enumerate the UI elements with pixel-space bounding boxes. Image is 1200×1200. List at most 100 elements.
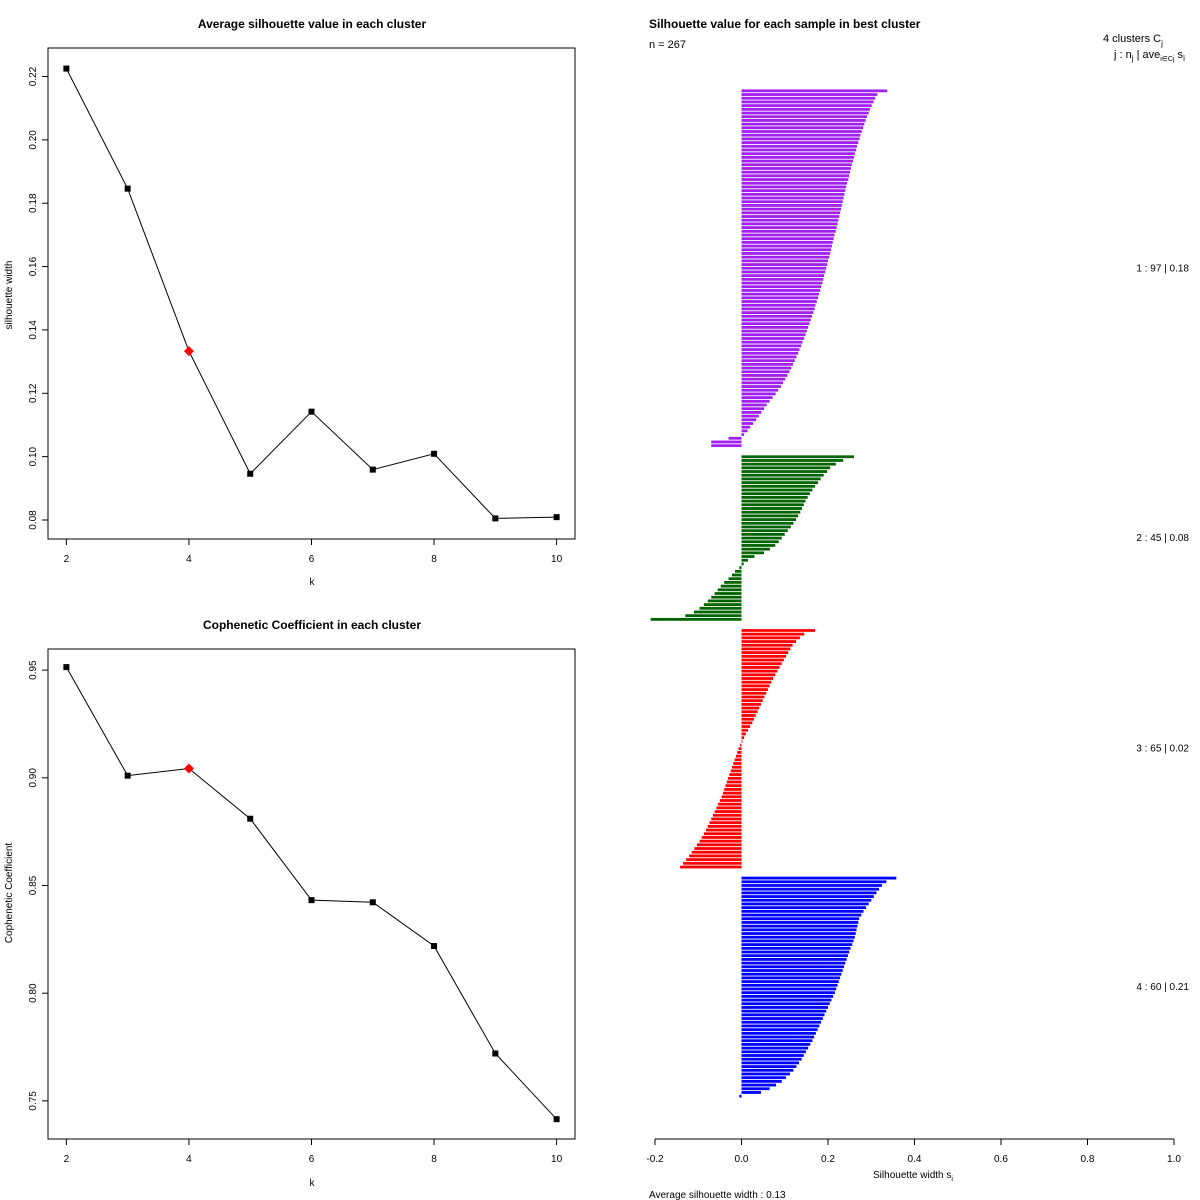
silhouette-bar bbox=[741, 688, 768, 691]
avg-silhouette-axes: 2 4 6 8 10 0.08 0.10 0.12 0.14 0.16 0.18 0.20 0.22 bbox=[28, 47, 576, 565]
silhouette-bar bbox=[741, 1028, 818, 1032]
cluster-label-1: 1 : 97 | 0.18 bbox=[1136, 263, 1189, 274]
silhouette-bar bbox=[741, 1039, 813, 1043]
silhouette-bar bbox=[741, 891, 877, 895]
silhouette-bar bbox=[741, 710, 758, 714]
silhouette-bar bbox=[741, 647, 791, 651]
silhouette-bar bbox=[741, 913, 862, 917]
cophenetic-highlight-point bbox=[183, 763, 194, 774]
silhouette-bar bbox=[741, 333, 806, 337]
silhouette-bar bbox=[741, 562, 744, 566]
avg-silhouette-title: Average silhouette value in each cluster bbox=[198, 17, 427, 31]
silhouette-bar bbox=[741, 1083, 777, 1087]
silhouette-bar bbox=[741, 266, 827, 270]
silhouette-bar bbox=[741, 1043, 811, 1046]
silhouette-bar bbox=[741, 163, 852, 167]
silhouette-bar bbox=[741, 946, 851, 950]
avg-silhouette-ytick-label: 0.22 bbox=[28, 66, 39, 86]
silhouette-bar bbox=[741, 222, 838, 226]
silhouette-bar bbox=[731, 573, 742, 577]
silhouette-bar bbox=[741, 895, 874, 898]
silhouette-bar bbox=[741, 111, 869, 115]
silhouette-bar bbox=[741, 396, 773, 400]
silhouette-bar bbox=[680, 865, 742, 869]
silhouette-bar bbox=[741, 1054, 804, 1057]
legend-subheader: j : nj | avei∈Cj si bbox=[1113, 49, 1185, 63]
cophenetic-ytick-label: 0.95 bbox=[28, 660, 39, 680]
silhouette-bar bbox=[741, 658, 784, 662]
silhouette-bar bbox=[741, 277, 824, 281]
silhouette-bar bbox=[741, 551, 764, 555]
avg-silhouette-point bbox=[308, 408, 315, 415]
silhouette-bar bbox=[741, 1020, 822, 1024]
silhouette-axes: -0.2 0.0 0.2 0.4 0.6 0.8 1.0 bbox=[646, 1138, 1181, 1165]
silhouette-bar bbox=[724, 581, 742, 584]
silhouette-xtick-label: 0.8 bbox=[1081, 1154, 1095, 1165]
silhouette-bar bbox=[741, 344, 802, 348]
silhouette-bar bbox=[741, 651, 789, 655]
cophenetic-point bbox=[63, 664, 70, 671]
silhouette-bar bbox=[711, 440, 742, 444]
silhouette-bar bbox=[741, 714, 756, 717]
silhouette-bar bbox=[741, 1009, 827, 1013]
silhouette-bar bbox=[741, 307, 815, 311]
avg-silhouette-ytick-label: 0.08 bbox=[28, 510, 39, 530]
silhouette-bar bbox=[741, 300, 817, 303]
avg-silhouette-point bbox=[63, 65, 70, 72]
silhouette-bar bbox=[741, 152, 855, 156]
silhouette-bar bbox=[741, 521, 794, 525]
cophenetic-point bbox=[369, 899, 376, 906]
silhouette-bar bbox=[741, 296, 819, 300]
silhouette-bar bbox=[741, 130, 862, 133]
silhouette-bar bbox=[741, 100, 874, 104]
silhouette-bar bbox=[741, 252, 831, 255]
cophenetic-xtick-label: 8 bbox=[431, 1154, 437, 1165]
cophenetic-xlabel: k bbox=[310, 1178, 316, 1189]
silhouette-bar bbox=[741, 481, 819, 485]
silhouette-xtick-label: 0.0 bbox=[735, 1154, 749, 1165]
legend-subheader-sub1: j bbox=[1131, 54, 1134, 63]
silhouette-bar bbox=[741, 229, 836, 233]
cophenetic-point bbox=[124, 772, 131, 779]
avg-silhouette-xlabel: k bbox=[310, 577, 316, 588]
avg-silhouette-ytick-label: 0.10 bbox=[28, 446, 39, 466]
silhouette-bar bbox=[741, 289, 821, 292]
cophenetic-title: Cophenetic Coefficient in each cluster bbox=[203, 618, 421, 632]
silhouette-bar bbox=[741, 950, 850, 954]
silhouette-bar bbox=[741, 259, 828, 263]
silhouette-bar bbox=[741, 1050, 806, 1054]
silhouette-bar bbox=[741, 884, 883, 887]
silhouette-bar bbox=[741, 167, 851, 170]
silhouette-bar bbox=[741, 148, 857, 152]
avg-silhouette-ytick-label: 0.12 bbox=[28, 383, 39, 403]
silhouette-bar bbox=[741, 492, 810, 496]
silhouette-bar bbox=[741, 917, 860, 921]
silhouette-bar bbox=[741, 662, 782, 666]
silhouette-bar bbox=[741, 473, 824, 477]
silhouette-bar bbox=[741, 240, 833, 244]
silhouette-bar bbox=[741, 739, 743, 743]
silhouette-bar bbox=[741, 1091, 761, 1094]
cophenetic-ytick-label: 0.90 bbox=[28, 768, 39, 788]
cophenetic-point bbox=[431, 943, 438, 950]
silhouette-bar bbox=[686, 858, 742, 862]
silhouette-bar bbox=[741, 1002, 830, 1006]
silhouette-bar bbox=[741, 155, 854, 159]
cluster-labels: 1 : 97 | 0.18 2 : 45 | 0.08 3 : 65 | 0.02 4… bbox=[1136, 263, 1189, 993]
silhouette-bar bbox=[711, 595, 742, 599]
silhouette-bar bbox=[741, 200, 843, 204]
silhouette-bar bbox=[741, 104, 872, 108]
silhouette-xlabel: Silhouette width si bbox=[873, 1170, 953, 1183]
silhouette-bar bbox=[741, 954, 848, 958]
silhouette-bar bbox=[741, 115, 867, 119]
legend-subheader-sub3: i bbox=[1183, 54, 1185, 63]
silhouette-bars bbox=[650, 89, 897, 1098]
avg-silhouette-xtick-label: 4 bbox=[186, 554, 192, 565]
avg-silhouette-panel: Average silhouette value in each cluster… bbox=[4, 17, 576, 588]
silhouette-bar bbox=[741, 976, 841, 980]
silhouette-panel: Silhouette value for each sample in best… bbox=[646, 17, 1189, 1200]
silhouette-bar bbox=[741, 669, 778, 673]
silhouette-bar bbox=[741, 107, 870, 111]
silhouette-bar bbox=[741, 311, 814, 315]
